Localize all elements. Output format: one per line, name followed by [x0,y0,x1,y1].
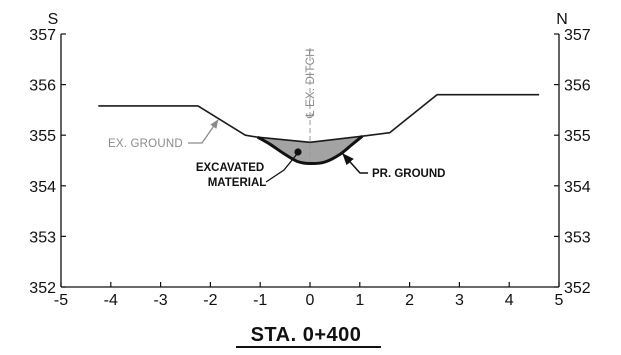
x-tick-label: 5 [555,292,564,309]
x-tick-label: -5 [54,292,68,309]
y-tick-label-right: 355 [564,128,591,145]
existing-ground-line [98,93,540,144]
y-tick-label-right: 352 [564,280,591,297]
excavated-label-line2: MATERIAL [208,177,267,189]
y-ticks-left: 352 353 354 355 356 357 [29,27,66,297]
x-tick-label: 1 [355,292,364,309]
x-tick-label: -4 [104,292,118,309]
excavated-leader-dot [294,148,302,156]
proposed-ground-line [256,135,364,166]
x-tick-label: -2 [203,292,217,309]
y-tick-label-left: 352 [29,280,56,297]
ex-ground-label: EX. GROUND [108,138,183,150]
y-tick-label-right: 356 [564,78,591,95]
ex-ground-leader [188,119,219,144]
y-tick-label-right: 357 [564,27,591,44]
y-tick-label-right: 354 [564,179,591,196]
y-tick-label-right: 353 [564,229,591,246]
direction-north-label: N [556,11,568,28]
y-tick-label-left: 356 [29,78,56,95]
y-tick-label-left: 357 [29,27,56,44]
y-tick-label-left: 354 [29,179,56,196]
excavated-label-line1: EXCAVATED [196,162,264,174]
y-ticks-right: 352 353 354 355 356 357 [554,27,591,297]
y-tick-label-left: 353 [29,229,56,246]
x-tick-label: 4 [505,292,514,309]
x-tick-label: -1 [253,292,267,309]
x-tick-label: 3 [455,292,464,309]
x-tick-label: 2 [405,292,414,309]
x-ticks: -5 -4 -3 -2 -1 0 1 2 3 4 5 [54,282,564,309]
x-tick-label: 0 [306,292,315,309]
y-tick-label-left: 355 [29,128,56,145]
station-title: STA. 0+400 [251,324,362,346]
pr-ground-label: PR. GROUND [372,168,445,180]
pr-ground-leader [342,153,368,174]
excavated-leader [265,153,298,183]
ditch-centerline-label: ℄ EX. DITCH [305,48,317,119]
direction-south-label: S [48,11,59,28]
x-tick-label: -3 [153,292,167,309]
